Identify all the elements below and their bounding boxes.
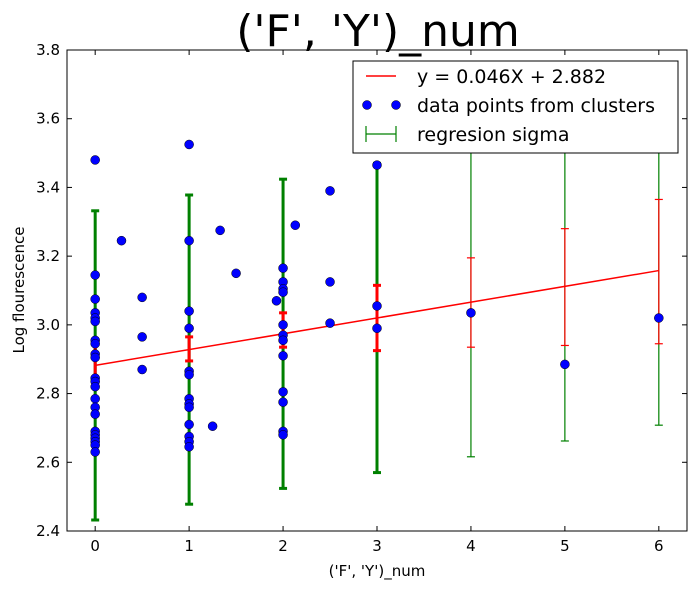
legend-points-swatch-right xyxy=(391,100,401,110)
data-point xyxy=(90,316,100,327)
data-point xyxy=(278,397,288,407)
data-point xyxy=(325,186,335,196)
data-point xyxy=(278,263,288,273)
x-tick-label: 6 xyxy=(654,537,664,555)
data-point xyxy=(278,351,288,361)
data-point xyxy=(271,296,282,306)
data-point xyxy=(278,335,288,346)
data-point xyxy=(137,292,147,303)
regression-line xyxy=(95,269,659,367)
x-tick-label: 5 xyxy=(560,537,570,555)
data-point xyxy=(466,308,476,318)
legend-points-label: data points from clusters xyxy=(417,95,655,117)
data-point xyxy=(184,402,194,413)
y-tick-label: 2.8 xyxy=(36,385,60,403)
data-point xyxy=(90,352,100,363)
data-point xyxy=(290,220,301,230)
data-point xyxy=(184,139,194,150)
data-point xyxy=(184,323,194,334)
data-point xyxy=(207,421,218,431)
data-point xyxy=(372,323,382,334)
data-point xyxy=(184,235,194,246)
y-tick-label: 3.2 xyxy=(36,247,60,265)
data-point xyxy=(654,313,664,323)
chart-title: ('F', 'Y')_num xyxy=(236,6,520,57)
legend-sigma-swatch xyxy=(365,126,397,142)
data-point xyxy=(90,339,100,349)
x-axis-label: ('F', 'Y')_num xyxy=(329,562,426,581)
y-tick-label: 3.4 xyxy=(36,178,60,196)
x-tick-label: 4 xyxy=(466,537,476,555)
data-point xyxy=(372,301,382,311)
data-point xyxy=(560,359,570,370)
data-point xyxy=(90,294,100,304)
legend: y = 0.046X + 2.882 data points from clus… xyxy=(352,60,679,154)
data-point xyxy=(184,419,194,430)
data-point xyxy=(184,369,194,380)
data-point xyxy=(116,235,127,246)
data-point xyxy=(184,306,194,316)
axis-ticks: 0 1 2 3 4 5 6 2.4 2.6 2.8 3.0 3.2 3.4 3.6 3.8 xyxy=(36,41,687,555)
y-tick-label: 2.6 xyxy=(36,453,60,471)
plot-clipped-group xyxy=(90,115,664,522)
data-point xyxy=(184,442,194,452)
x-tick-label: 0 xyxy=(90,537,100,555)
data-point xyxy=(215,225,225,236)
y-axis-label: Log flourescence xyxy=(10,226,28,353)
data-point xyxy=(278,430,288,440)
data-point xyxy=(137,364,147,375)
legend-regression-label: y = 0.046X + 2.882 xyxy=(417,66,606,88)
data-point xyxy=(90,393,100,404)
data-point xyxy=(325,318,335,328)
x-tick-label: 2 xyxy=(278,537,288,555)
y-tick-label: 3.8 xyxy=(36,41,60,59)
y-tick-label: 3.6 xyxy=(36,110,60,128)
data-point xyxy=(90,381,100,392)
legend-points-swatch-left xyxy=(362,100,372,110)
data-point xyxy=(137,332,147,342)
data-point xyxy=(90,447,100,457)
x-tick-label: 3 xyxy=(372,537,382,555)
legend-box xyxy=(352,60,679,154)
data-point xyxy=(90,270,100,280)
data-point xyxy=(231,268,241,279)
legend-sigma-label: regresion sigma xyxy=(417,124,570,146)
data-point xyxy=(325,277,335,287)
x-tick-label: 1 xyxy=(184,537,194,555)
data-point xyxy=(278,387,288,397)
plot-area xyxy=(90,115,664,522)
y-tick-label: 2.4 xyxy=(36,522,60,540)
data-point xyxy=(278,320,288,330)
y-tick-label: 3.0 xyxy=(36,316,60,334)
data-point xyxy=(90,155,100,165)
data-point xyxy=(278,287,288,297)
data-point xyxy=(372,160,382,170)
data-point xyxy=(90,409,100,419)
